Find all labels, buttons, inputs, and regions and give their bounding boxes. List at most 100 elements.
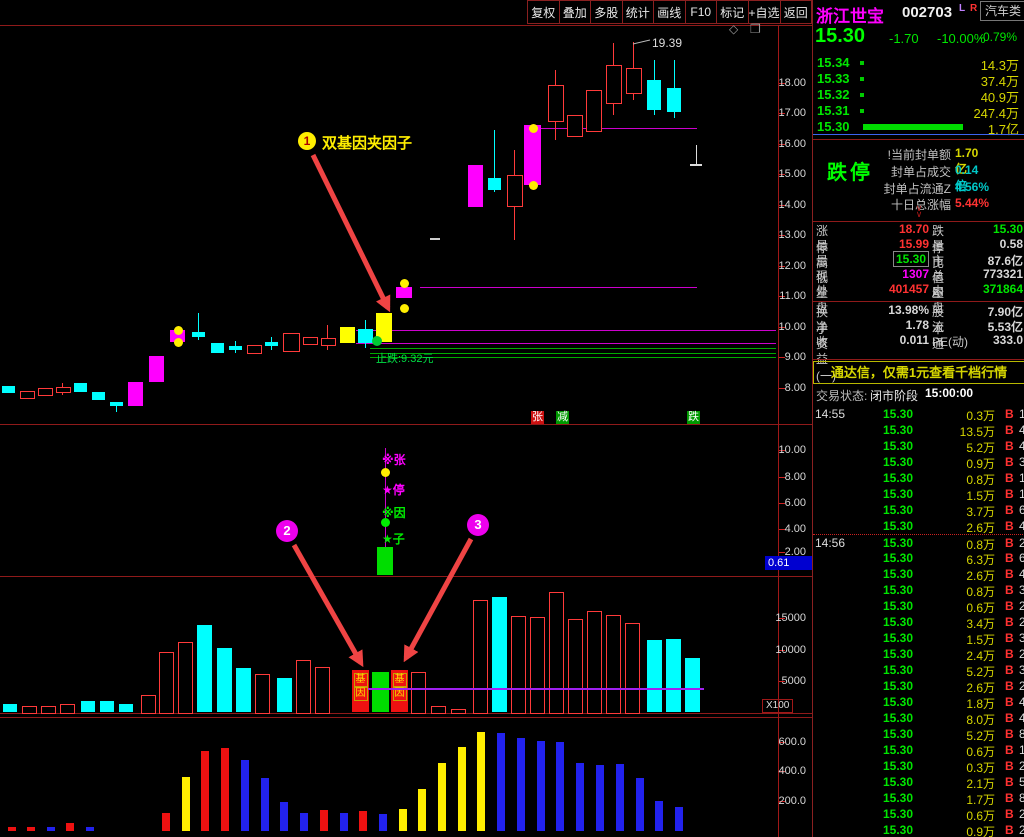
- promo-banner[interactable]: 通达信，仅需1元查看千档行情: [813, 361, 1024, 384]
- tick-row[interactable]: 15.30 2.6万 B 2: [813, 678, 1024, 695]
- limit-row-value: 1.70亿: [955, 146, 979, 176]
- tick-volume: 0.9万: [966, 825, 995, 837]
- tick-row[interactable]: 15.30 5.2万 B 3: [813, 662, 1024, 679]
- tick-count: 2: [1019, 807, 1024, 821]
- tick-volume: 0.6万: [966, 745, 995, 759]
- tick-row[interactable]: 15.30 0.6万 B 2: [813, 598, 1024, 615]
- tick-row[interactable]: 15.30 0.3万 B 2: [813, 758, 1024, 775]
- tick-volume: 1.8万: [966, 697, 995, 711]
- divider: [813, 301, 1024, 302]
- lower-bar: [497, 733, 505, 831]
- tick-row[interactable]: 15.30 5.2万 B 4: [813, 438, 1024, 455]
- trend-line: [370, 348, 776, 349]
- sector-link[interactable]: 汽车类: [980, 1, 1024, 21]
- diamond-icon[interactable]: ◇: [729, 22, 739, 36]
- tick-volume: 0.6万: [966, 601, 995, 615]
- tick-row[interactable]: 15.30 2.6万 B 4: [813, 566, 1024, 583]
- tick-price: 15.30: [883, 551, 914, 565]
- tick-row[interactable]: 15.30 3.4万 B 2: [813, 614, 1024, 631]
- tick-count: 4: [1019, 695, 1024, 709]
- tick-side: B: [1005, 471, 1014, 485]
- tick-volume: 0.6万: [966, 809, 995, 823]
- lower-bar: [616, 764, 624, 831]
- tick-row[interactable]: 15.30 0.9万 B 2: [813, 822, 1024, 837]
- lower-bar: [340, 813, 348, 831]
- tick-price: 15.30: [883, 743, 914, 757]
- tick-row[interactable]: 15.30 1.5万 B 3: [813, 630, 1024, 647]
- lower-bar: [47, 827, 55, 831]
- tick-side: B: [1005, 423, 1014, 437]
- lower-bar: [458, 747, 466, 831]
- menu-item-复权[interactable]: 复权: [527, 0, 560, 24]
- candle: [567, 115, 583, 137]
- menu-item-叠加[interactable]: 叠加: [558, 0, 591, 24]
- ask-bullet-icon: [860, 77, 864, 81]
- flag-l: L: [959, 3, 966, 14]
- main-axis-label: 14.00: [778, 199, 806, 211]
- menu-item-返回[interactable]: 返回: [779, 0, 813, 24]
- candle: [265, 342, 278, 346]
- tick-row[interactable]: 15.30 8.0万 B 4: [813, 710, 1024, 727]
- tick-row[interactable]: 15.30 2.1万 B 5: [813, 774, 1024, 791]
- axis-tick: [779, 529, 785, 530]
- indicator-dot: [381, 468, 390, 477]
- chart-area[interactable]: 18.00 17.00 16.00 15.00 14.00 13.00 12.00 11.00…: [0, 0, 814, 837]
- gene-char: 基: [353, 673, 368, 687]
- menu-item-画线[interactable]: 画线: [653, 0, 686, 24]
- signal-dot: [400, 304, 409, 313]
- tick-count: 1: [1019, 471, 1024, 485]
- volume-bar: [451, 709, 466, 714]
- tick-side: B: [1005, 807, 1014, 821]
- menu-item-标记[interactable]: 标记: [716, 0, 749, 24]
- pane-icon[interactable]: ❐: [750, 22, 761, 36]
- tick-row[interactable]: 15.30 0.8万 B 1: [813, 470, 1024, 487]
- indicator-axis-label: 6.00: [784, 497, 806, 509]
- candle: [626, 68, 642, 94]
- tick-time: 14:56: [815, 536, 846, 550]
- axis-tick: [779, 144, 785, 145]
- tick-row[interactable]: 15.30 0.9万 B 3: [813, 454, 1024, 471]
- tick-row[interactable]: 15.30 2.6万 B 4: [813, 518, 1024, 535]
- tick-row[interactable]: 15.30 0.8万 B 3: [813, 582, 1024, 599]
- price-change: -1.70: [889, 31, 919, 46]
- tick-list[interactable]: 14:55 15.30 0.3万 B 1 15.30 13.5万 B 4 15.30 5.2万 B 4 1…: [813, 406, 1024, 837]
- main-axis-label: 8.00: [784, 382, 806, 394]
- tick-side: B: [1005, 647, 1014, 661]
- tick-row[interactable]: 15.30 3.7万 B 6: [813, 502, 1024, 519]
- tick-row[interactable]: 15.30 0.6万 B 2: [813, 806, 1024, 823]
- tick-row[interactable]: 15.30 2.4万 B 2: [813, 646, 1024, 663]
- divider: [813, 221, 1024, 222]
- tick-row[interactable]: 15.30 6.3万 B 6: [813, 550, 1024, 567]
- panel-border: [0, 424, 812, 425]
- candle: [507, 175, 523, 207]
- tick-count: 2: [1019, 647, 1024, 661]
- stat-label: PE(动): [932, 335, 969, 349]
- candle-wick: [494, 130, 495, 192]
- limit-row-label: 封单占流通Z: [883, 182, 951, 196]
- tick-row[interactable]: 15.30 5.2万 B 8: [813, 726, 1024, 743]
- menu-item-+自选[interactable]: +自选: [747, 0, 781, 24]
- tick-row[interactable]: 15.30 1.5万 B 1: [813, 486, 1024, 503]
- annotation-circle-3: 3: [467, 514, 489, 536]
- tick-row[interactable]: 15.30 1.7万 B 8: [813, 790, 1024, 807]
- chevron-down-icon[interactable]: ∨ ∨: [915, 203, 923, 219]
- volume-bar: [568, 619, 583, 714]
- tick-price: 15.30: [883, 807, 914, 821]
- lower-bar: [399, 809, 407, 831]
- tick-row[interactable]: 14:55 15.30 0.3万 B 1: [813, 406, 1024, 423]
- tick-row[interactable]: 15.30 13.5万 B 4: [813, 422, 1024, 439]
- quote-panel: 浙江世宝 002703 L R 汽车类 15.30 -1.70 -10.00% …: [812, 0, 1024, 837]
- tick-count: 4: [1019, 439, 1024, 453]
- tick-price: 15.30: [883, 663, 914, 677]
- tick-price: 15.30: [883, 679, 914, 693]
- tick-row[interactable]: 15.30 1.8万 B 4: [813, 694, 1024, 711]
- axis-tick: [779, 174, 785, 175]
- tick-row[interactable]: 14:56 15.30 0.8万 B 2: [813, 534, 1024, 552]
- tick-row[interactable]: 15.30 0.6万 B 1: [813, 742, 1024, 759]
- volume-bar: 基因: [352, 670, 369, 712]
- volume-bar: [530, 617, 545, 714]
- tick-side: B: [1005, 791, 1014, 805]
- menu-item-多股[interactable]: 多股: [590, 0, 623, 24]
- candle: [74, 383, 87, 392]
- trend-line: [420, 287, 697, 288]
